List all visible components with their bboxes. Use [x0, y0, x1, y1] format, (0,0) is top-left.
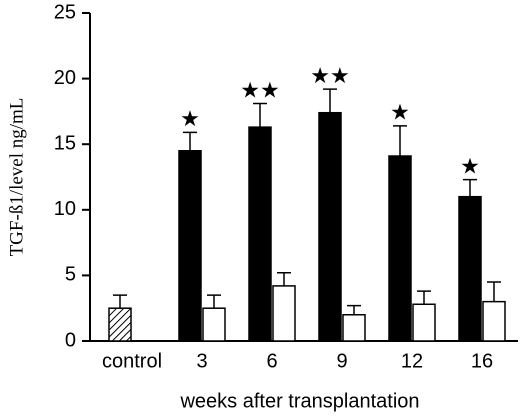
y-axis-label: TGF-ß1/level ng/mL: [6, 98, 27, 257]
bar: [248, 126, 272, 342]
x-tick-label: 16: [471, 350, 493, 372]
bar: [342, 314, 366, 342]
error-bar: [487, 281, 501, 302]
error-bar: [277, 272, 291, 286]
significance-marker: ★: [460, 153, 480, 178]
error-bar: [347, 304, 361, 315]
y-tick-label: 0: [65, 329, 76, 351]
bar: [412, 303, 436, 342]
error-bar: [207, 294, 221, 309]
error-bar: [253, 102, 267, 128]
bar: [482, 300, 506, 342]
error-bar: [113, 294, 127, 309]
y-tick-label: 20: [54, 67, 76, 89]
error-bar: [323, 88, 337, 113]
bar: [318, 111, 342, 342]
x-tick-label: 3: [196, 350, 207, 372]
y-tick-label: 10: [54, 198, 76, 220]
x-tick-label: 6: [266, 350, 277, 372]
y-tick-label: 5: [65, 264, 76, 286]
x-tick-label: control: [102, 350, 162, 372]
significance-marker: ★★: [310, 63, 349, 88]
y-tick-label: 15: [54, 132, 76, 154]
x-axis-label: weeks after transplantation: [179, 390, 419, 412]
bar: [202, 307, 226, 342]
x-tick-label: 12: [401, 350, 423, 372]
error-bar: [183, 131, 197, 151]
bar: [272, 285, 296, 342]
significance-marker: ★: [390, 100, 410, 125]
y-tick-label: 25: [54, 1, 76, 23]
bar: [108, 307, 132, 342]
bar: [178, 150, 202, 342]
error-bar: [393, 125, 407, 157]
bar: [458, 195, 482, 342]
error-bar: [463, 178, 477, 197]
x-tick-label: 9: [336, 350, 347, 372]
error-bar: [417, 290, 431, 305]
bar: [388, 155, 412, 342]
significance-marker: ★: [180, 106, 200, 131]
significance-marker: ★★: [240, 77, 279, 102]
